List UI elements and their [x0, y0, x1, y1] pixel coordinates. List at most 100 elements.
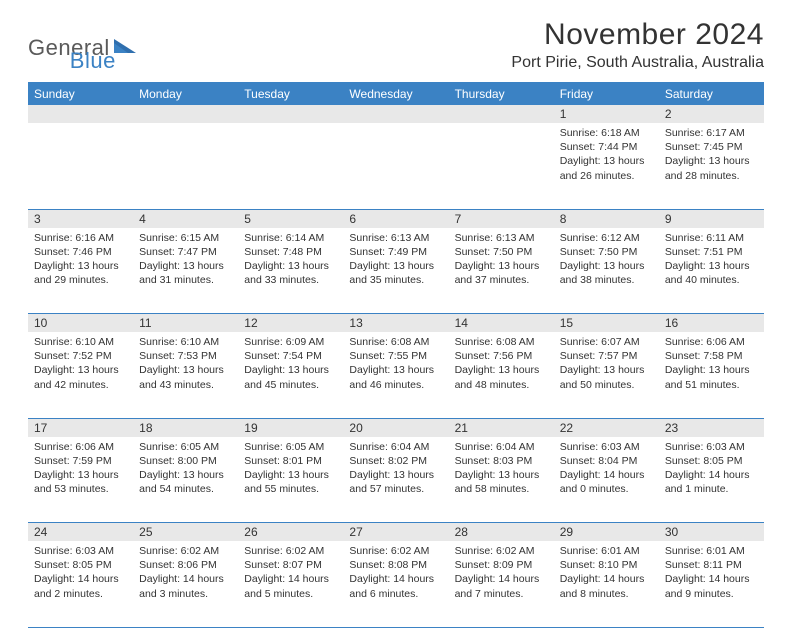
weekday-header: Tuesday: [238, 83, 343, 105]
weekday-header: Thursday: [449, 83, 554, 105]
day-content-cell: Sunrise: 6:01 AMSunset: 8:10 PMDaylight:…: [554, 541, 659, 627]
weekday-header-row: SundayMondayTuesdayWednesdayThursdayFrid…: [28, 83, 764, 105]
day-content-cell: Sunrise: 6:08 AMSunset: 7:55 PMDaylight:…: [343, 332, 448, 418]
day-content-cell: [238, 123, 343, 209]
day-details: Sunrise: 6:04 AMSunset: 8:03 PMDaylight:…: [449, 437, 554, 499]
month-title: November 2024: [511, 18, 764, 52]
day-number-cell: 11: [133, 314, 238, 333]
day-details: Sunrise: 6:09 AMSunset: 7:54 PMDaylight:…: [238, 332, 343, 394]
day-content-cell: [343, 123, 448, 209]
day-number-cell: 19: [238, 418, 343, 437]
day-number-cell: 5: [238, 209, 343, 228]
day-content-cell: [133, 123, 238, 209]
day-content-cell: Sunrise: 6:06 AMSunset: 7:58 PMDaylight:…: [659, 332, 764, 418]
day-content-cell: Sunrise: 6:03 AMSunset: 8:05 PMDaylight:…: [28, 541, 133, 627]
day-content-row: Sunrise: 6:06 AMSunset: 7:59 PMDaylight:…: [28, 437, 764, 523]
day-content-cell: Sunrise: 6:03 AMSunset: 8:04 PMDaylight:…: [554, 437, 659, 523]
day-content-row: Sunrise: 6:16 AMSunset: 7:46 PMDaylight:…: [28, 228, 764, 314]
day-details: Sunrise: 6:18 AMSunset: 7:44 PMDaylight:…: [554, 123, 659, 185]
day-number-cell: 14: [449, 314, 554, 333]
calendar-page: General Blue November 2024 Port Pirie, S…: [0, 0, 792, 638]
day-number-row: 10111213141516: [28, 314, 764, 333]
day-content-cell: Sunrise: 6:03 AMSunset: 8:05 PMDaylight:…: [659, 437, 764, 523]
day-number-cell: [28, 105, 133, 123]
day-details: Sunrise: 6:02 AMSunset: 8:07 PMDaylight:…: [238, 541, 343, 603]
day-details: Sunrise: 6:16 AMSunset: 7:46 PMDaylight:…: [28, 228, 133, 290]
day-number-cell: [449, 105, 554, 123]
day-details: Sunrise: 6:11 AMSunset: 7:51 PMDaylight:…: [659, 228, 764, 290]
day-content-cell: Sunrise: 6:14 AMSunset: 7:48 PMDaylight:…: [238, 228, 343, 314]
day-number-cell: [343, 105, 448, 123]
day-details: Sunrise: 6:02 AMSunset: 8:06 PMDaylight:…: [133, 541, 238, 603]
day-number-cell: [238, 105, 343, 123]
day-number-cell: 25: [133, 523, 238, 542]
weekday-header: Sunday: [28, 83, 133, 105]
day-details: Sunrise: 6:03 AMSunset: 8:05 PMDaylight:…: [28, 541, 133, 603]
logo-triangle-icon: [114, 37, 136, 58]
day-number-cell: 30: [659, 523, 764, 542]
day-number-cell: 2: [659, 105, 764, 123]
day-content-cell: Sunrise: 6:13 AMSunset: 7:49 PMDaylight:…: [343, 228, 448, 314]
day-number-row: 12: [28, 105, 764, 123]
day-content-cell: Sunrise: 6:05 AMSunset: 8:00 PMDaylight:…: [133, 437, 238, 523]
day-number-cell: 13: [343, 314, 448, 333]
day-content-cell: Sunrise: 6:07 AMSunset: 7:57 PMDaylight:…: [554, 332, 659, 418]
day-content-cell: Sunrise: 6:15 AMSunset: 7:47 PMDaylight:…: [133, 228, 238, 314]
day-content-cell: Sunrise: 6:02 AMSunset: 8:07 PMDaylight:…: [238, 541, 343, 627]
day-number-cell: 26: [238, 523, 343, 542]
day-details: Sunrise: 6:17 AMSunset: 7:45 PMDaylight:…: [659, 123, 764, 185]
header: General Blue November 2024 Port Pirie, S…: [28, 18, 764, 74]
logo: General Blue: [28, 22, 116, 74]
day-number-cell: 22: [554, 418, 659, 437]
day-number-cell: 12: [238, 314, 343, 333]
day-content-cell: Sunrise: 6:02 AMSunset: 8:06 PMDaylight:…: [133, 541, 238, 627]
day-content-cell: Sunrise: 6:01 AMSunset: 8:11 PMDaylight:…: [659, 541, 764, 627]
title-block: November 2024 Port Pirie, South Australi…: [511, 18, 764, 72]
day-number-cell: 27: [343, 523, 448, 542]
day-number-cell: 29: [554, 523, 659, 542]
day-number-cell: 24: [28, 523, 133, 542]
day-details: Sunrise: 6:13 AMSunset: 7:50 PMDaylight:…: [449, 228, 554, 290]
day-details: Sunrise: 6:04 AMSunset: 8:02 PMDaylight:…: [343, 437, 448, 499]
day-number-cell: 7: [449, 209, 554, 228]
day-details: Sunrise: 6:05 AMSunset: 8:01 PMDaylight:…: [238, 437, 343, 499]
day-details: Sunrise: 6:06 AMSunset: 7:59 PMDaylight:…: [28, 437, 133, 499]
day-details: Sunrise: 6:01 AMSunset: 8:10 PMDaylight:…: [554, 541, 659, 603]
logo-text-blue: Blue: [70, 48, 116, 74]
day-number-cell: 18: [133, 418, 238, 437]
day-details: Sunrise: 6:08 AMSunset: 7:55 PMDaylight:…: [343, 332, 448, 394]
day-number-cell: 17: [28, 418, 133, 437]
day-content-cell: Sunrise: 6:08 AMSunset: 7:56 PMDaylight:…: [449, 332, 554, 418]
day-content-row: Sunrise: 6:10 AMSunset: 7:52 PMDaylight:…: [28, 332, 764, 418]
day-number-cell: 20: [343, 418, 448, 437]
day-details: Sunrise: 6:02 AMSunset: 8:09 PMDaylight:…: [449, 541, 554, 603]
day-content-cell: Sunrise: 6:02 AMSunset: 8:09 PMDaylight:…: [449, 541, 554, 627]
day-number-cell: 3: [28, 209, 133, 228]
day-content-row: Sunrise: 6:18 AMSunset: 7:44 PMDaylight:…: [28, 123, 764, 209]
day-number-cell: 8: [554, 209, 659, 228]
day-details: Sunrise: 6:03 AMSunset: 8:04 PMDaylight:…: [554, 437, 659, 499]
day-content-row: Sunrise: 6:03 AMSunset: 8:05 PMDaylight:…: [28, 541, 764, 627]
day-details: Sunrise: 6:07 AMSunset: 7:57 PMDaylight:…: [554, 332, 659, 394]
day-details: Sunrise: 6:14 AMSunset: 7:48 PMDaylight:…: [238, 228, 343, 290]
day-number-cell: 21: [449, 418, 554, 437]
day-content-cell: Sunrise: 6:18 AMSunset: 7:44 PMDaylight:…: [554, 123, 659, 209]
day-content-cell: Sunrise: 6:06 AMSunset: 7:59 PMDaylight:…: [28, 437, 133, 523]
day-content-cell: Sunrise: 6:04 AMSunset: 8:02 PMDaylight:…: [343, 437, 448, 523]
day-details: Sunrise: 6:15 AMSunset: 7:47 PMDaylight:…: [133, 228, 238, 290]
day-number-row: 17181920212223: [28, 418, 764, 437]
day-details: Sunrise: 6:03 AMSunset: 8:05 PMDaylight:…: [659, 437, 764, 499]
day-content-cell: Sunrise: 6:17 AMSunset: 7:45 PMDaylight:…: [659, 123, 764, 209]
day-content-cell: Sunrise: 6:05 AMSunset: 8:01 PMDaylight:…: [238, 437, 343, 523]
day-content-cell: Sunrise: 6:13 AMSunset: 7:50 PMDaylight:…: [449, 228, 554, 314]
day-number-row: 24252627282930: [28, 523, 764, 542]
day-content-cell: Sunrise: 6:02 AMSunset: 8:08 PMDaylight:…: [343, 541, 448, 627]
day-content-cell: Sunrise: 6:16 AMSunset: 7:46 PMDaylight:…: [28, 228, 133, 314]
weekday-header: Friday: [554, 83, 659, 105]
day-number-cell: 15: [554, 314, 659, 333]
day-content-cell: Sunrise: 6:04 AMSunset: 8:03 PMDaylight:…: [449, 437, 554, 523]
day-number-cell: 23: [659, 418, 764, 437]
day-content-cell: Sunrise: 6:10 AMSunset: 7:52 PMDaylight:…: [28, 332, 133, 418]
day-details: Sunrise: 6:08 AMSunset: 7:56 PMDaylight:…: [449, 332, 554, 394]
day-number-cell: [133, 105, 238, 123]
